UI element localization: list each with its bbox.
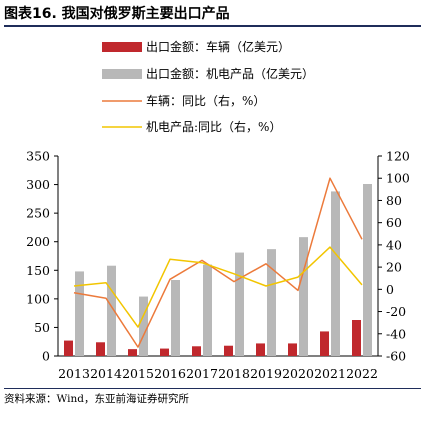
bar-electromech-2022 — [363, 184, 372, 356]
figure-title: 图表16. 我国对俄罗斯主要出口产品 — [4, 3, 421, 27]
x-tick-label-2021: 2021 — [314, 366, 346, 381]
bar-vehicles-2020 — [288, 343, 297, 356]
bar-vehicles-2017 — [192, 346, 201, 356]
bar-vehicles-2018 — [224, 345, 233, 356]
legend-label-3: 车辆：同比（右，%） — [146, 93, 265, 108]
legend-swatch-2 — [102, 69, 142, 79]
y-right-tick-label: 0 — [386, 282, 394, 297]
y-left-tick-label: 50 — [34, 320, 50, 335]
x-tick-label-2018: 2018 — [218, 366, 250, 381]
x-tick-label-2020: 2020 — [282, 366, 314, 381]
bar-electromech-2019 — [267, 249, 276, 356]
legend-label-4: 机电产品:同比（右，%） — [146, 119, 281, 134]
x-tick-label-2016: 2016 — [154, 366, 186, 381]
line-vehicles-yoy — [73, 177, 363, 348]
bar-electromech-2016 — [171, 280, 180, 356]
source-note: 资料来源：Wind，东亚前海证券研究所 — [4, 388, 421, 409]
bar-electromech-2017 — [203, 264, 212, 356]
y-right-tick-label: 40 — [386, 237, 402, 252]
bar-vehicles-2015 — [128, 349, 137, 356]
bar-electromech-2018 — [235, 252, 244, 356]
x-tick-label-2017: 2017 — [186, 366, 218, 381]
y-right-tick-label: -60 — [386, 349, 406, 364]
x-tick-label-2015: 2015 — [122, 366, 154, 381]
y-right-tick-label: 60 — [386, 215, 402, 230]
bar-electromech-2021 — [331, 191, 340, 356]
legend-label-2: 出口金额：机电产品（亿美元） — [146, 66, 314, 81]
bar-electromech-2020 — [299, 237, 308, 356]
y-right-tick-label: 100 — [386, 171, 410, 186]
line-electromech-yoy — [73, 246, 363, 328]
bar-vehicles-2016 — [160, 348, 169, 356]
bar-electromech-2013 — [75, 271, 84, 356]
x-tick-label-2014: 2014 — [90, 366, 122, 381]
y-left-tick-label: 0 — [42, 349, 50, 364]
y-left-tick-label: 150 — [26, 263, 50, 278]
y-right-tick-label: -20 — [386, 304, 406, 319]
bar-vehicles-2013 — [64, 340, 73, 356]
y-right-tick-label: -40 — [386, 326, 406, 341]
bar-vehicles-2021 — [320, 331, 329, 356]
bar-electromech-2014 — [107, 265, 116, 356]
bar-vehicles-2022 — [352, 320, 361, 356]
x-tick-label-2022: 2022 — [346, 366, 378, 381]
legend-swatch-1 — [102, 42, 142, 52]
x-tick-label-2019: 2019 — [250, 366, 282, 381]
y-left-tick-label: 100 — [26, 291, 50, 306]
x-tick-label-2013: 2013 — [58, 366, 90, 381]
y-left-tick-label: 200 — [26, 234, 50, 249]
y-left-tick-label: 300 — [26, 177, 50, 192]
bar-vehicles-2019 — [256, 343, 265, 356]
y-right-tick-label: 20 — [386, 260, 402, 275]
y-left-tick-label: 250 — [26, 206, 50, 221]
legend-label-1: 出口金额：车辆（亿美元） — [146, 39, 290, 54]
y-right-tick-label: 120 — [386, 149, 410, 164]
y-left-tick-label: 350 — [26, 149, 50, 164]
bar-electromech-2015 — [139, 296, 148, 356]
bar-vehicles-2014 — [96, 342, 105, 356]
y-right-tick-label: 80 — [386, 193, 402, 208]
